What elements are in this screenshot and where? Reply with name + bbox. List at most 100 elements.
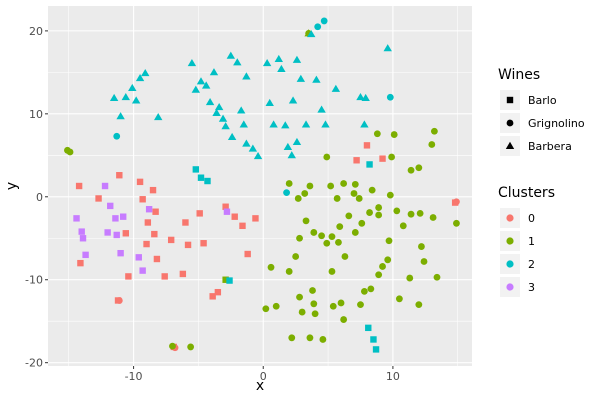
data-point-circle xyxy=(169,342,176,350)
data-point-triangle xyxy=(218,114,228,122)
data-point-circle xyxy=(115,297,123,304)
gridlines xyxy=(48,6,472,366)
data-point-square xyxy=(197,174,205,181)
data-point-circle xyxy=(350,190,358,197)
data-point-triangle xyxy=(116,112,125,120)
legend-key-dot xyxy=(506,260,514,268)
data-point-circle xyxy=(285,268,293,275)
data-point-square xyxy=(152,208,159,215)
x-tick-label: -10 xyxy=(125,370,143,383)
data-point-circle xyxy=(320,17,328,25)
data-point-triangle xyxy=(242,72,251,80)
data-point-square xyxy=(113,231,120,239)
data-point-circle xyxy=(272,302,280,310)
data-point-circle xyxy=(415,301,423,309)
data-point-square xyxy=(95,195,102,202)
data-point-square xyxy=(139,267,146,274)
data-point-triangle xyxy=(128,83,137,92)
y-tick-label: 20 xyxy=(29,25,43,38)
data-point-circle xyxy=(323,153,331,161)
data-point-circle xyxy=(368,186,376,194)
data-point-circle xyxy=(384,256,392,264)
data-point-triangle xyxy=(196,77,206,85)
data-point-square xyxy=(125,273,132,280)
data-point-triangle xyxy=(187,59,197,67)
data-point-circle xyxy=(323,239,331,247)
data-point-circle xyxy=(416,209,424,217)
legend-wines-label: Barlo xyxy=(528,94,557,107)
data-point-triangle xyxy=(296,74,306,82)
data-point-circle xyxy=(453,219,460,227)
legend-wines-label: Barbera xyxy=(528,140,572,153)
data-point-triangle xyxy=(283,142,293,150)
data-point-circle xyxy=(262,305,270,313)
data-point-square xyxy=(117,249,124,257)
data-point-triangle xyxy=(236,106,246,114)
data-point-square xyxy=(366,161,373,168)
data-point-square xyxy=(223,208,231,215)
data-point-triangle xyxy=(360,120,369,128)
data-point-square xyxy=(214,288,222,296)
data-point-circle xyxy=(306,334,314,342)
data-point-square xyxy=(200,240,207,247)
data-point-triangle xyxy=(239,120,248,128)
data-point-triangle xyxy=(221,122,230,130)
data-point-square xyxy=(363,142,371,149)
legend-clusters-label: 3 xyxy=(528,281,535,294)
data-point-triangle xyxy=(109,93,119,102)
data-point-circle xyxy=(285,180,293,187)
data-point-circle xyxy=(341,253,349,260)
data-point-circle xyxy=(292,253,300,260)
data-point-triangle xyxy=(287,151,296,159)
data-point-triangle xyxy=(312,75,321,83)
data-point-triangle xyxy=(212,108,221,116)
data-point-circle xyxy=(335,239,342,246)
data-point-square xyxy=(151,230,158,238)
legend-key-square xyxy=(506,96,514,104)
data-point-circle xyxy=(373,130,381,138)
data-point-circle xyxy=(395,295,403,303)
data-point-square xyxy=(79,235,87,242)
data-point-circle xyxy=(366,209,373,216)
data-point-square xyxy=(161,273,168,280)
data-point-circle xyxy=(333,195,341,202)
legend-clusters-label: 2 xyxy=(528,258,535,271)
data-point-square xyxy=(145,206,153,213)
legend-key-dot xyxy=(506,237,514,245)
data-point-square xyxy=(365,324,372,332)
data-point-circle xyxy=(311,310,319,318)
data-point-circle xyxy=(430,127,438,135)
data-point-circle xyxy=(267,263,275,271)
data-point-square xyxy=(135,254,142,261)
data-point-circle xyxy=(388,153,396,161)
data-point-circle xyxy=(351,180,359,188)
data-point-circle xyxy=(355,195,363,202)
data-point-triangle xyxy=(154,112,163,121)
data-point-square xyxy=(226,277,233,284)
data-point-square xyxy=(182,219,189,226)
data-point-square xyxy=(353,157,360,164)
data-point-square xyxy=(167,236,175,244)
data-point-square xyxy=(209,293,216,300)
data-point-circle xyxy=(351,229,359,236)
data-point-triangle xyxy=(274,54,284,63)
data-point-triangle xyxy=(383,44,392,52)
data-point-circle xyxy=(288,334,296,342)
data-point-square xyxy=(252,215,259,222)
data-point-square xyxy=(136,178,144,186)
data-point-circle xyxy=(306,182,314,190)
data-point-triangle xyxy=(281,121,290,129)
data-point-square xyxy=(107,202,114,210)
legend-wines-label: Grignolino xyxy=(528,117,585,130)
data-point-square xyxy=(104,229,111,236)
x-tick-label: 0 xyxy=(260,370,267,383)
data-point-triangle xyxy=(262,59,272,67)
data-point-circle xyxy=(358,219,366,227)
data-point-circle xyxy=(187,343,195,351)
data-point-square xyxy=(231,213,238,220)
data-point-circle xyxy=(379,263,386,270)
data-point-square xyxy=(184,241,192,249)
data-point-circle xyxy=(386,93,394,101)
data-point-square xyxy=(143,240,150,248)
data-point-triangle xyxy=(209,68,219,76)
